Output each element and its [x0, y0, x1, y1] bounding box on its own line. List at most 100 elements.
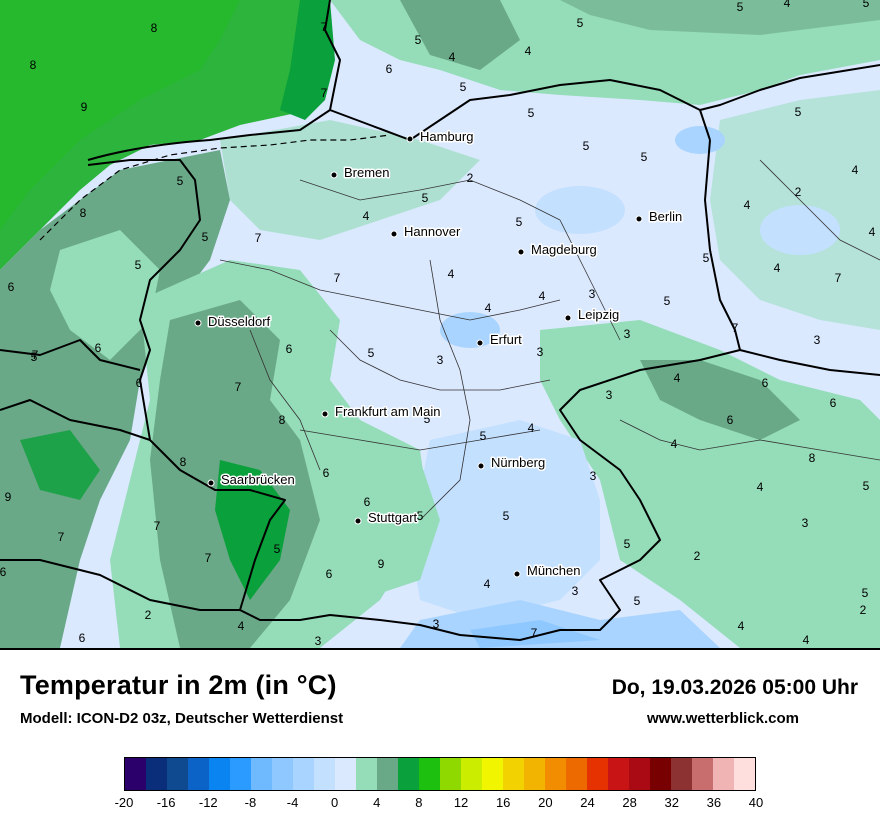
legend-color-box	[650, 758, 671, 790]
temperature-value: 3	[590, 469, 597, 483]
city-label: Hannover	[404, 224, 461, 239]
legend-tick-label: -12	[199, 795, 218, 810]
temperature-value: 8	[30, 58, 37, 72]
temperature-value: 5	[202, 230, 209, 244]
temperature-value: 9	[5, 490, 12, 504]
legend-color-box	[587, 758, 608, 790]
city-label: Hamburg	[420, 129, 473, 144]
temperature-value: 5	[480, 429, 487, 443]
temperature-value: 5	[177, 174, 184, 188]
city-label: Saarbrücken	[221, 472, 295, 487]
temperature-value: 4	[869, 225, 876, 239]
temperature-value: 4	[774, 261, 781, 275]
city-label: München	[527, 563, 580, 578]
city-dot	[355, 518, 361, 524]
model-info: Modell: ICON-D2 03z, Deutscher Wetterdie…	[20, 710, 343, 727]
city-label: Berlin	[649, 209, 682, 224]
temperature-value: 5	[528, 106, 535, 120]
temperature-value: 7	[732, 321, 739, 335]
legend-color-box	[272, 758, 293, 790]
temperature-value: 7	[531, 626, 538, 640]
temperature-value: 5	[577, 16, 584, 30]
legend-color-box	[209, 758, 230, 790]
city-label: Bremen	[344, 165, 390, 180]
temperature-value: 3	[437, 353, 444, 367]
legend-color-box	[398, 758, 419, 790]
city-label: Düsseldorf	[208, 314, 271, 329]
temperature-value: 4	[525, 44, 532, 58]
temperature-value: 6	[762, 376, 769, 390]
temperature-value: 7	[321, 20, 328, 34]
temperature-value: 3	[802, 516, 809, 530]
legend-color-box	[545, 758, 566, 790]
temperature-value: 4	[539, 289, 546, 303]
city-dot	[565, 315, 571, 321]
legend-tick-label: 0	[331, 795, 338, 810]
website-link[interactable]: www.wetterblick.com	[647, 710, 799, 727]
legend-tick-labels: -20 -16 -12 -8 -4 0 4 8 12 16 20 24 28 32 36 40	[124, 795, 756, 815]
city-dot	[391, 231, 397, 237]
city-dot	[478, 463, 484, 469]
city-dot	[636, 216, 642, 222]
temperature-value: 4	[803, 633, 810, 647]
temperature-value: 6	[364, 495, 371, 509]
temperature-value: 7	[835, 271, 842, 285]
temperature-value: 2	[694, 549, 701, 563]
temperature-value: 3	[315, 634, 322, 648]
legend-color-box	[377, 758, 398, 790]
legend-tick-label: -20	[115, 795, 134, 810]
legend-tick-label: 32	[664, 795, 678, 810]
temperature-value: 6	[0, 565, 7, 579]
color-legend	[124, 757, 756, 791]
temperature-value: 7	[255, 231, 262, 245]
legend-tick-label: -16	[157, 795, 176, 810]
temperature-value: 6	[386, 62, 393, 76]
temperature-value: 5	[415, 33, 422, 47]
temperature-value: 6	[830, 396, 837, 410]
legend-tick-label: 12	[454, 795, 468, 810]
temperature-value: 4	[484, 577, 491, 591]
city-label: Frankfurt am Main	[335, 404, 440, 419]
temperature-value: 2	[795, 185, 802, 199]
city-dot	[322, 411, 328, 417]
city-label: Nürnberg	[491, 455, 545, 470]
temperature-value: 6	[136, 376, 143, 390]
legend-color-box	[440, 758, 461, 790]
temperature-value: 4	[852, 163, 859, 177]
city-dot	[208, 480, 214, 486]
temperature-value: 8	[279, 413, 286, 427]
city-label: Leipzig	[578, 307, 619, 322]
temperature-value: 5	[664, 294, 671, 308]
city-dot	[477, 340, 483, 346]
temperature-value: 2	[467, 171, 474, 185]
legend-color-box	[125, 758, 146, 790]
legend-color-box	[692, 758, 713, 790]
legend-color-box	[608, 758, 629, 790]
legend-color-box	[314, 758, 335, 790]
map-title: Temperatur in 2m (in °C)	[20, 670, 337, 701]
temperature-value: 5	[503, 509, 510, 523]
temperature-value: 8	[80, 206, 87, 220]
temperature-value: 6	[95, 341, 102, 355]
temperature-value: 5	[863, 0, 870, 10]
temperature-value: 4	[738, 619, 745, 633]
legend-color-box	[461, 758, 482, 790]
temperature-value: 5	[703, 251, 710, 265]
cold-pocket-poland	[760, 205, 840, 255]
legend-tick-label: 24	[580, 795, 594, 810]
divider-line	[0, 648, 880, 650]
temperature-value: 8	[809, 451, 816, 465]
temperature-value: 4	[674, 371, 681, 385]
temperature-value: 3	[433, 617, 440, 631]
temperature-value: 5	[422, 191, 429, 205]
temperature-value: 7	[58, 530, 65, 544]
temperature-value: 3	[589, 287, 596, 301]
legend-tick-label: 40	[749, 795, 763, 810]
temperature-value: 5	[641, 150, 648, 164]
temperature-value: 5	[624, 537, 631, 551]
temperature-value: 6	[727, 413, 734, 427]
temperature-value: 5	[862, 586, 869, 600]
temperature-value: 8	[151, 21, 158, 35]
legend-color-box	[671, 758, 692, 790]
legend-tick-label: 36	[707, 795, 721, 810]
